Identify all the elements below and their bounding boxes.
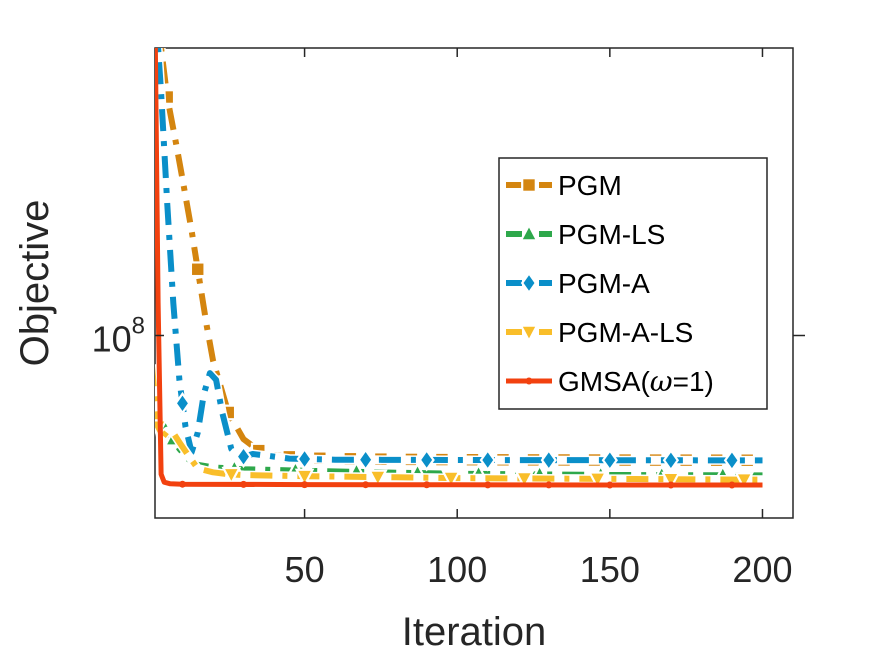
series-marker (418, 448, 435, 472)
series-marker (734, 472, 754, 491)
series-marker (189, 261, 206, 278)
series-marker (601, 448, 618, 472)
series-marker (174, 391, 191, 415)
legend-item-5: GMSA(ω=1) (506, 365, 714, 398)
series-marker (362, 481, 370, 489)
series-line (155, 48, 763, 464)
series-marker (235, 445, 252, 469)
legend-label: PGM-A-LS (558, 317, 693, 348)
series-marker (441, 470, 461, 490)
series-marker (221, 466, 242, 486)
series-marker (728, 481, 736, 489)
series-marker (662, 448, 680, 472)
x-tick-label: 50 (285, 549, 325, 590)
x-tick-label: 200 (732, 549, 792, 590)
legend-marker (520, 271, 538, 295)
legend-label: PGM-A (558, 268, 650, 299)
series-layer (155, 48, 763, 491)
tick-layer: 50 100 150 200 108 (92, 48, 805, 590)
legend-items: PGM PGM-LS PGM-A PGM-A-LS GMSA(ω=1) (506, 170, 714, 398)
series-marker (240, 480, 248, 488)
series-marker (368, 469, 388, 489)
x-axis-title: Iteration (402, 610, 547, 654)
series-line (155, 48, 763, 488)
x-tick-label: 100 (427, 549, 487, 590)
series-marker (423, 481, 431, 489)
series-3 (155, 48, 763, 472)
legend-label: GMSA(ω=1) (558, 365, 714, 398)
x-tick-label: 150 (580, 549, 640, 590)
legend-marker (519, 324, 539, 344)
series-5 (155, 48, 763, 489)
legend-label: PGM (558, 170, 622, 201)
series-marker (587, 471, 608, 491)
legend-item-4: PGM-A-LS (506, 317, 693, 348)
legend-label: PGM-LS (558, 219, 665, 250)
axes-box (154, 47, 794, 519)
legend-marker (525, 377, 533, 385)
series-marker (545, 481, 553, 489)
series-marker (479, 448, 496, 472)
axes-frame (154, 47, 794, 519)
series-marker (301, 481, 309, 489)
legend: PGM PGM-LS PGM-A PGM-A-LS GMSA(ω=1) (498, 157, 768, 410)
series-marker (723, 448, 741, 472)
series-marker (661, 471, 681, 491)
legend-marker (521, 177, 537, 193)
y-axis-title: Objective (13, 200, 57, 367)
series-marker (514, 470, 535, 490)
series-marker (667, 481, 675, 489)
legend-item-3: PGM-A (506, 268, 650, 299)
legend-marker (519, 222, 539, 242)
series-marker (540, 448, 557, 472)
legend-item-2: PGM-LS (506, 219, 665, 250)
series-marker (296, 447, 313, 471)
series-marker (357, 448, 374, 472)
y-tick-label: 108 (92, 312, 145, 359)
series-marker (294, 468, 315, 488)
series-marker (606, 481, 614, 489)
series-marker (484, 481, 492, 489)
legend-item-1: PGM (506, 170, 622, 201)
series-marker (178, 480, 186, 488)
